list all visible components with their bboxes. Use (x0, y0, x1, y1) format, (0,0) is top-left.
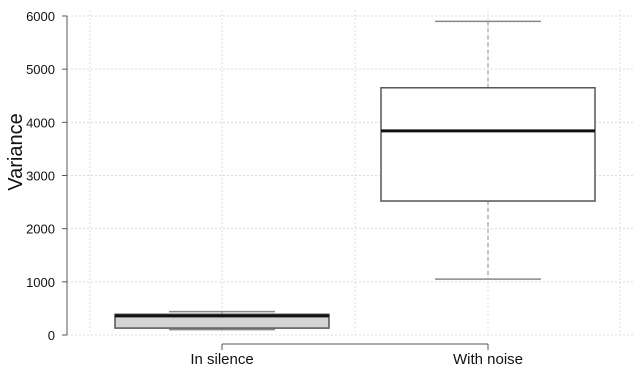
y-tick-label: 5000 (26, 62, 55, 77)
y-tick-label: 3000 (26, 169, 55, 184)
x-tick-label: With noise (453, 351, 523, 368)
y-tick-label: 6000 (26, 9, 55, 24)
box-body (114, 313, 330, 329)
y-tick-label: 0 (48, 328, 55, 343)
labels: Variance (5, 113, 27, 190)
box-body (380, 87, 596, 202)
y-tick-label: 4000 (26, 115, 55, 130)
y-tick-label: 2000 (26, 222, 55, 237)
boxes (114, 20, 596, 331)
x-tick-label: In silence (190, 351, 253, 368)
axes: 0 1000 2000 3000 4000 5000 6000 In silence With … (26, 9, 523, 368)
y-axis-label: Variance (5, 113, 27, 190)
y-tick-label: 1000 (26, 275, 55, 290)
